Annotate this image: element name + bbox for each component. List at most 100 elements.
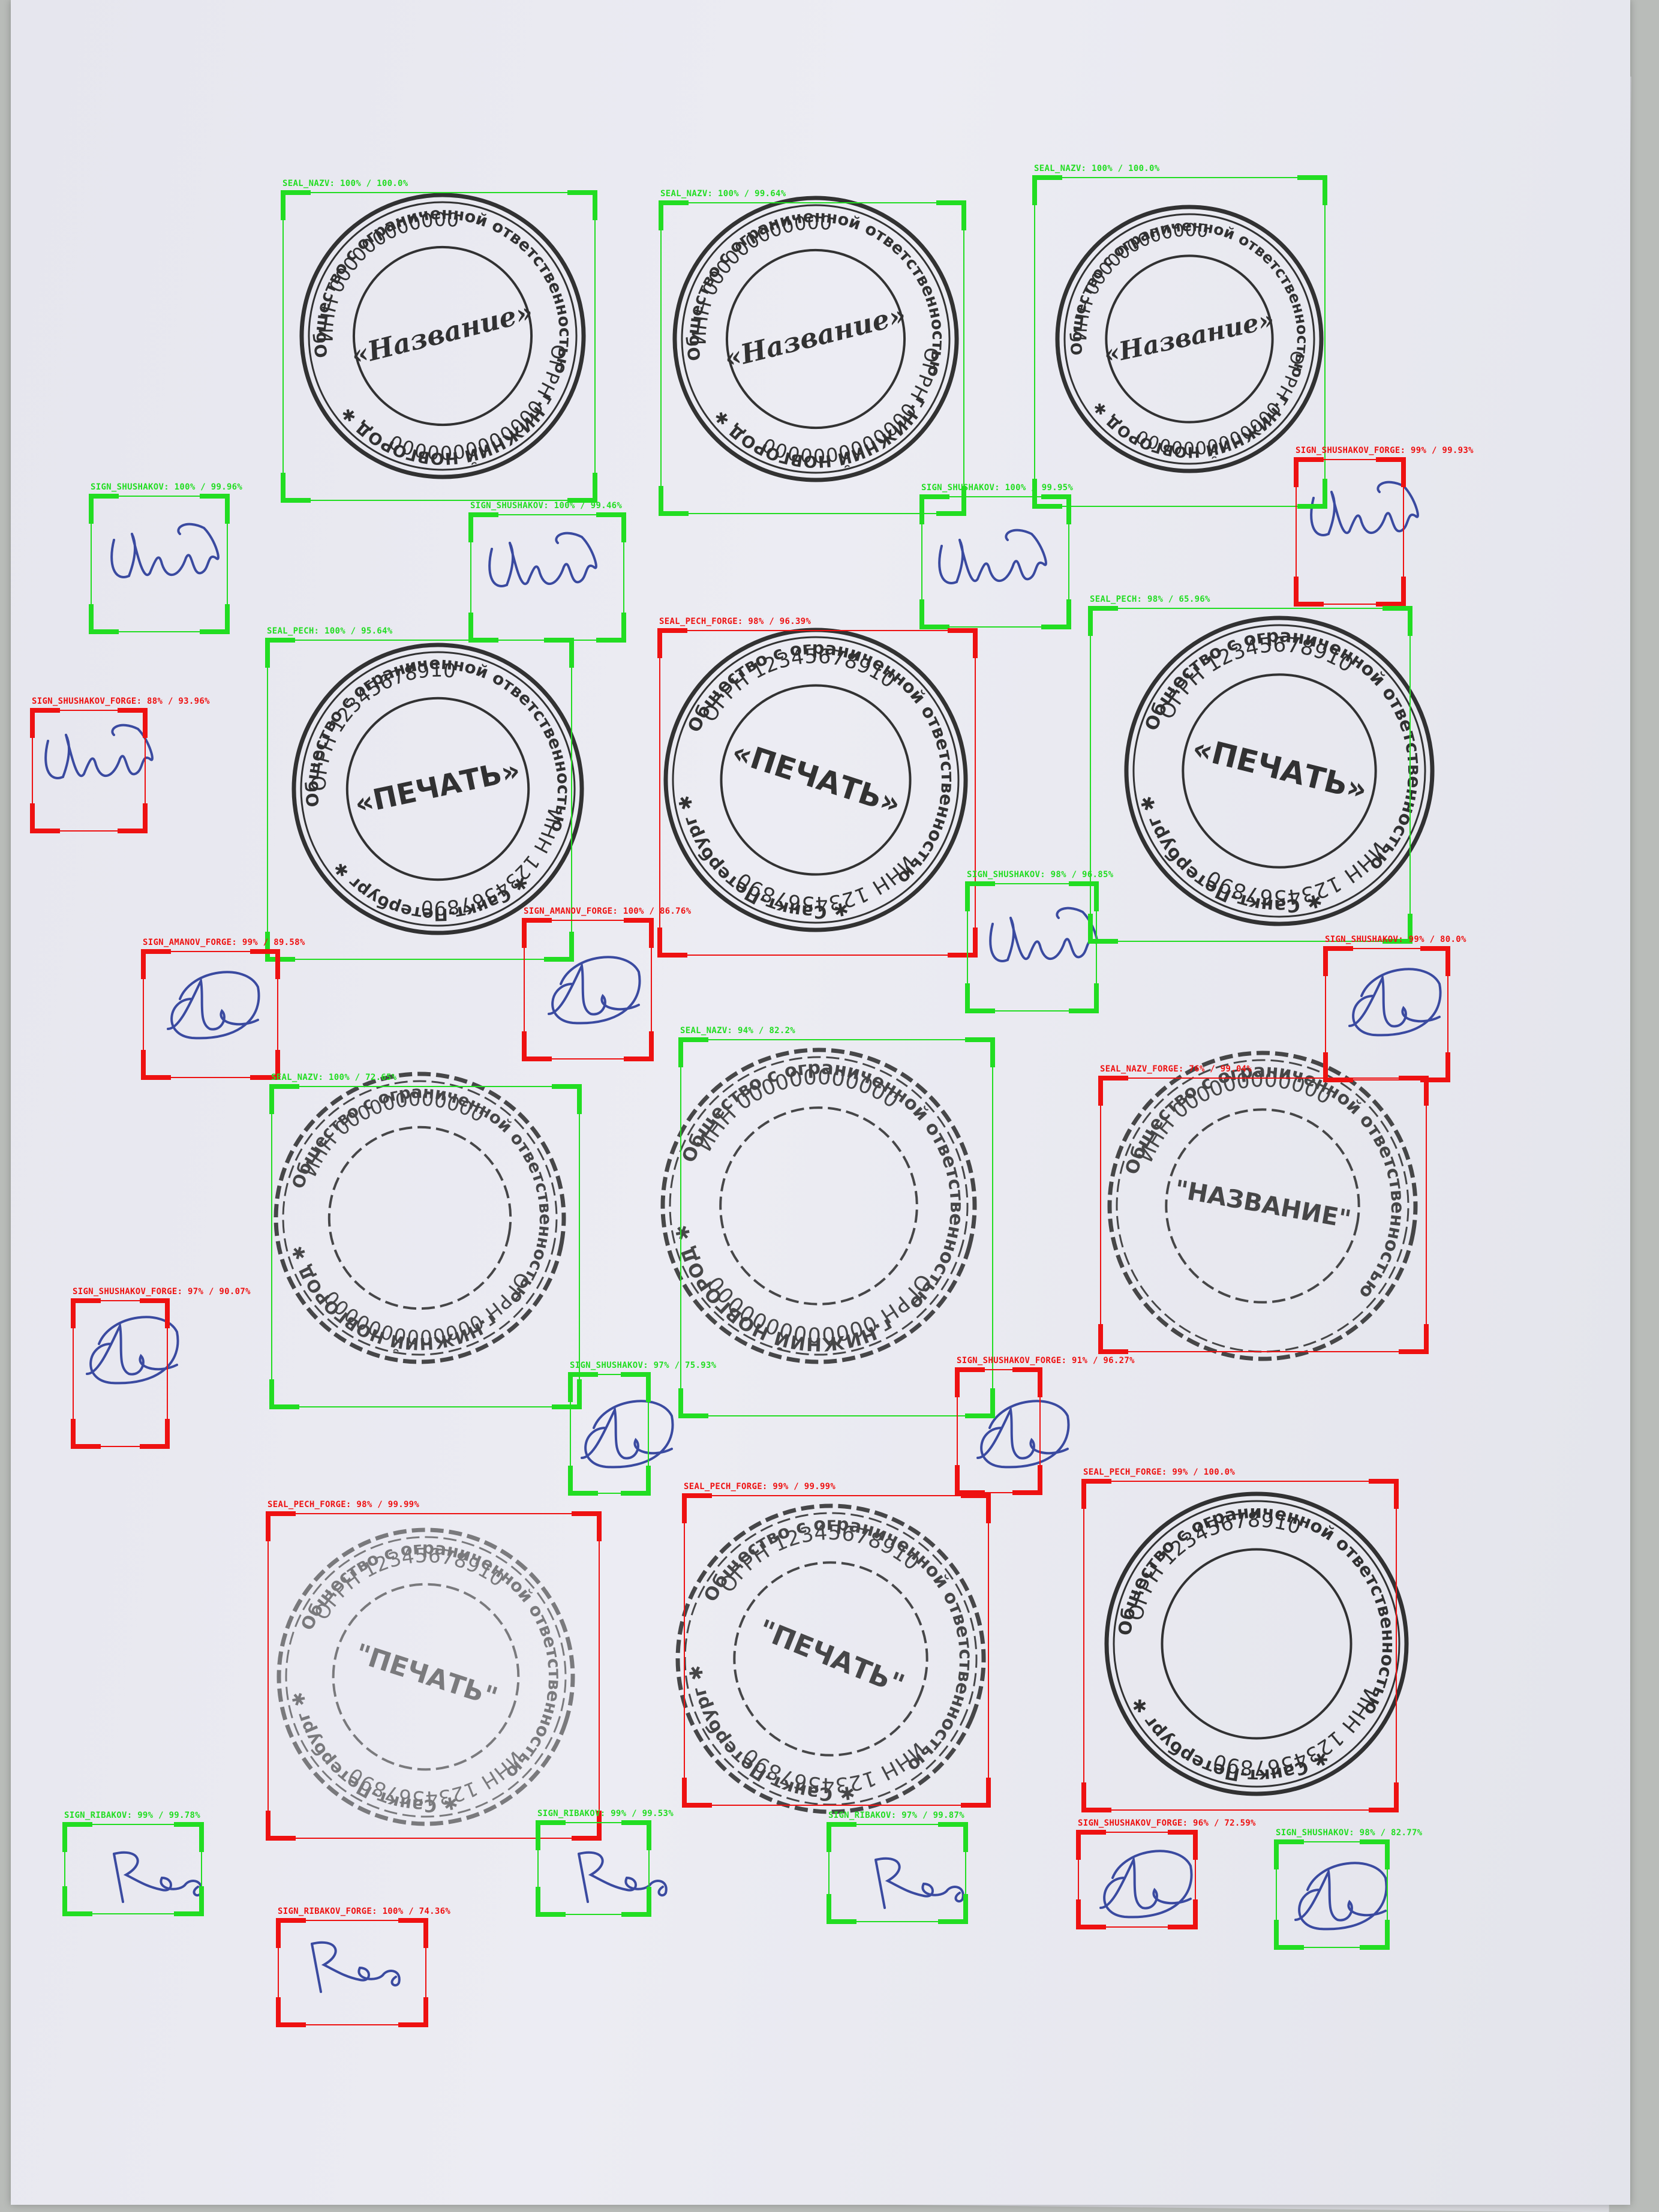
corner-mark — [961, 1778, 991, 1808]
corner-mark — [265, 638, 295, 668]
detection-box[interactable]: SIGN_RIBAKOV: 99% / 99.78% — [62, 1811, 204, 1916]
box-frame — [680, 1039, 993, 1416]
detection-label: SIGN_SHUSHAKOV: 97% / 75.93% — [570, 1361, 717, 1370]
corner-mark — [200, 604, 230, 634]
corner-mark — [200, 494, 230, 524]
corner-mark — [141, 1050, 171, 1080]
box-frame — [537, 1822, 650, 1915]
detection-box[interactable]: SEAL_PECH_FORGE: 99% / 100.0% — [1081, 1467, 1399, 1812]
detection-box[interactable]: SIGN_SHUSHAKOV_FORGE: 99% / 99.93% — [1294, 446, 1473, 607]
corner-mark — [552, 1084, 582, 1114]
corner-mark — [269, 1379, 299, 1409]
detection-box[interactable]: SEAL_NAZV: 94% / 82.2% — [678, 1026, 995, 1418]
detection-box[interactable]: SIGN_AMANOV_FORGE: 100% / 86.76% — [522, 907, 691, 1061]
detection-label: SEAL_NAZV: 100% / 100.0% — [1034, 164, 1160, 173]
corner-mark — [522, 918, 552, 948]
detection-box[interactable]: SEAL_NAZV_FORGE: 76% / 99.04% — [1098, 1064, 1429, 1354]
detection-box[interactable]: SIGN_RIBAKOV: 99% / 99.53% — [536, 1809, 674, 1917]
detection-label: SIGN_SHUSHAKOV: 100% / 99.96% — [91, 482, 243, 492]
detection-box[interactable]: SIGN_SHUSHAKOV_FORGE: 88% / 93.96% — [30, 697, 209, 833]
signature-4 — [1310, 481, 1419, 536]
box-frame — [32, 710, 146, 832]
detection-box[interactable]: SEAL_NAZV: 100% / 72.65% — [269, 1073, 582, 1409]
detection-box[interactable]: SEAL_PECH_FORGE: 99% / 99.99% — [682, 1482, 991, 1808]
detection-box[interactable]: SIGN_SHUSHAKOV_FORGE: 97% / 90.07% — [71, 1287, 250, 1449]
box-frame — [1296, 459, 1404, 605]
detection-label: SEAL_PECH_FORGE: 99% / 100.0% — [1083, 1467, 1236, 1477]
signature-18 — [1294, 1862, 1388, 1931]
detection-box[interactable]: SIGN_SHUSHAKOV_FORGE: 96% / 72.59% — [1076, 1818, 1255, 1929]
detection-label: SEAL_PECH_FORGE: 98% / 99.99% — [268, 1500, 420, 1509]
box-frame — [73, 1300, 168, 1447]
detection-label: SIGN_SHUSHAKOV: 98% / 96.85% — [967, 870, 1114, 880]
detection-label: SIGN_RIBAKOV: 99% / 99.78% — [64, 1811, 200, 1820]
detection-box[interactable]: SIGN_SHUSHAKOV: 100% / 99.96% — [89, 482, 242, 634]
signature-17 — [1099, 1850, 1193, 1919]
corner-mark — [266, 1811, 296, 1841]
detection-box[interactable]: SIGN_SHUSHAKOV_FORGE: 91% / 96.27% — [955, 1356, 1134, 1495]
corner-mark — [572, 1511, 602, 1541]
box-frame — [267, 640, 572, 960]
corner-mark — [468, 613, 498, 643]
box-frame — [1100, 1078, 1427, 1352]
detection-box[interactable]: SIGN_RIBAKOV: 97% / 99.87% — [827, 1811, 968, 1924]
box-frame — [143, 951, 278, 1078]
corner-mark — [938, 1894, 968, 1924]
corner-mark — [596, 512, 626, 542]
corner-mark — [1098, 1076, 1128, 1106]
signature-11 — [581, 1400, 674, 1469]
corner-mark — [544, 932, 574, 962]
detection-label: SEAL_PECH_FORGE: 99% / 99.99% — [684, 1482, 836, 1491]
corner-mark — [1041, 494, 1071, 524]
corner-mark — [657, 628, 687, 658]
detection-box[interactable]: SEAL_NAZV: 100% / 99.64% — [659, 189, 966, 516]
box-frame — [570, 1374, 649, 1494]
corner-mark — [827, 1894, 856, 1924]
detection-box[interactable]: SEAL_NAZV: 100% / 100.0% — [1032, 164, 1327, 509]
corner-mark — [1069, 881, 1099, 911]
corner-mark — [174, 1822, 204, 1852]
detection-box[interactable]: SIGN_SHUSHAKOV: 100% / 99.46% — [468, 501, 626, 643]
signature-14 — [578, 1851, 668, 1903]
corner-mark — [276, 1997, 306, 2027]
detection-box[interactable]: SEAL_PECH: 98% / 65.96% — [1088, 595, 1412, 944]
box-frame — [91, 496, 228, 632]
box-frame — [271, 1086, 580, 1407]
detection-box[interactable]: SIGN_SHUSHAKOV: 98% / 96.85% — [965, 870, 1113, 1013]
detection-box[interactable]: SEAL_PECH_FORGE: 98% / 96.39% — [657, 617, 978, 958]
signature-2 — [488, 532, 597, 587]
corner-mark — [827, 1822, 856, 1852]
corner-mark — [919, 494, 949, 524]
corner-mark — [1376, 457, 1406, 487]
detection-box[interactable]: SIGN_SHUSHAKOV: 100% / 99.95% — [919, 483, 1073, 629]
signature-8 — [548, 956, 641, 1025]
detection-label: SEAL_NAZV: 100% / 99.64% — [660, 189, 786, 199]
corner-mark — [682, 1778, 712, 1808]
box-frame — [967, 883, 1097, 1012]
corner-mark — [1098, 1324, 1128, 1354]
detection-box[interactable]: SIGN_AMANOV_FORGE: 99% / 89.58% — [141, 938, 305, 1080]
box-frame — [660, 202, 964, 514]
detection-box[interactable]: SIGN_SHUSHAKOV: 98% / 82.77% — [1274, 1828, 1422, 1950]
detection-box[interactable]: SIGN_SHUSHAKOV: 99% / 80.0% — [1323, 935, 1466, 1082]
corner-mark — [659, 200, 689, 230]
corner-mark — [118, 708, 148, 738]
corner-mark — [568, 1466, 598, 1496]
box-frame — [282, 192, 596, 501]
detection-box[interactable]: SIGN_RIBAKOV_FORGE: 100% / 74.36% — [276, 1907, 450, 2027]
detection-box[interactable]: SEAL_PECH: 100% / 95.64% — [265, 626, 574, 962]
corner-mark — [1297, 175, 1327, 205]
corner-mark — [1032, 479, 1062, 509]
corner-mark — [1088, 914, 1118, 944]
corner-mark — [1369, 1479, 1399, 1509]
corner-mark — [1294, 577, 1324, 607]
corner-mark — [1081, 1782, 1111, 1812]
corner-mark — [624, 918, 654, 948]
detection-box[interactable]: SEAL_PECH_FORGE: 98% / 99.99% — [266, 1500, 602, 1841]
signature-3 — [938, 529, 1047, 584]
detection-box[interactable]: SIGN_SHUSHAKOV: 97% / 75.93% — [568, 1361, 716, 1496]
detection-box[interactable]: SEAL_NAZV: 100% / 100.0% — [281, 179, 597, 503]
corner-mark — [572, 1811, 602, 1841]
